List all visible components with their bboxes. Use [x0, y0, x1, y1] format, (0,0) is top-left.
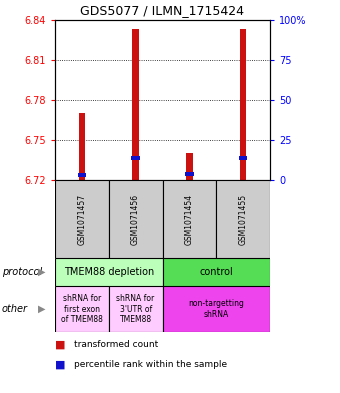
Bar	[185, 172, 193, 176]
Text: transformed count: transformed count	[74, 340, 158, 349]
Text: ▶: ▶	[38, 304, 45, 314]
Bar	[79, 113, 85, 180]
Text: non-targetting
shRNA: non-targetting shRNA	[188, 299, 244, 319]
Text: GSM1071457: GSM1071457	[78, 193, 86, 244]
Bar	[132, 156, 140, 160]
Bar	[109, 286, 163, 332]
Text: GSM1071455: GSM1071455	[239, 193, 248, 244]
Text: other: other	[2, 304, 28, 314]
Text: ■: ■	[55, 360, 66, 369]
Bar	[78, 173, 86, 177]
Bar	[240, 29, 246, 180]
Text: TMEM88 depletion: TMEM88 depletion	[64, 267, 154, 277]
Bar	[163, 180, 216, 258]
Bar	[239, 156, 247, 160]
Title: GDS5077 / ILMN_1715424: GDS5077 / ILMN_1715424	[81, 4, 244, 17]
Bar	[216, 180, 270, 258]
Bar	[109, 180, 163, 258]
Bar	[163, 258, 270, 286]
Bar	[55, 286, 109, 332]
Text: control: control	[199, 267, 233, 277]
Text: GSM1071454: GSM1071454	[185, 193, 194, 244]
Text: protocol: protocol	[2, 267, 42, 277]
Text: percentile rank within the sample: percentile rank within the sample	[74, 360, 227, 369]
Text: GSM1071456: GSM1071456	[131, 193, 140, 244]
Text: shRNA for
first exon
of TMEM88: shRNA for first exon of TMEM88	[61, 294, 103, 324]
Bar	[163, 286, 270, 332]
Text: shRNA for
3'UTR of
TMEM88: shRNA for 3'UTR of TMEM88	[117, 294, 155, 324]
Text: ▶: ▶	[38, 267, 45, 277]
Bar	[55, 258, 163, 286]
Bar	[186, 153, 192, 180]
Bar	[55, 180, 109, 258]
Bar	[132, 29, 139, 180]
Text: ■: ■	[55, 340, 66, 350]
